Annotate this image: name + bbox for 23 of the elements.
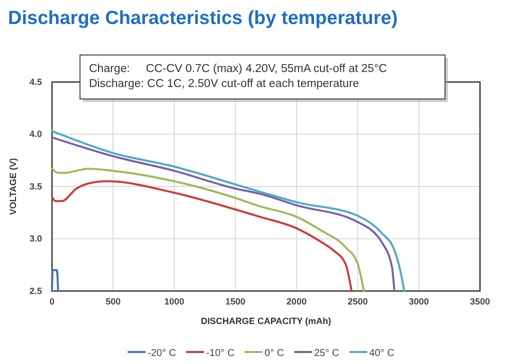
x-tick-label: 1000 [164,296,184,306]
x-tick-label: 500 [106,296,121,306]
x-tick-label: 3000 [408,296,429,306]
x-axis-title: DISCHARGE CAPACITY (mAh) [200,316,332,326]
legend-label: 25° C [314,348,340,359]
y-tick-label: 3.5 [29,181,42,192]
legend-label: 0° C [264,348,284,359]
x-tick-label: 2500 [348,296,368,306]
legend-label: -20° C [148,348,176,359]
x-tick-label: 3500 [470,296,490,306]
x-tick-label: 2000 [286,296,307,306]
note-box: Charge: CC-CV 0.7C (max) 4.20V, 55mA cut-off at 25°C Discharge: CC 1C, 2.50V cut-off at each temperature [80,54,448,102]
y-tick-label: 2.5 [29,286,42,296]
y-axis-title: VOLTAGE (V) [8,158,18,215]
legend-label: -10° C [206,348,235,359]
x-tick-label: 1500 [225,296,246,306]
chart-title: Discharge Characteristics (by temperature) [8,8,398,29]
legend-label: 40° C [369,348,394,359]
annotation: Discharge: CC 1C, 2.50V cut-off at each temperature [89,78,360,90]
y-tick-label: 4.0 [29,129,42,140]
x-tick-label: 0 [49,296,55,306]
y-tick-label: 3.0 [29,234,42,244]
y-tick-label: 4.5 [29,76,42,87]
